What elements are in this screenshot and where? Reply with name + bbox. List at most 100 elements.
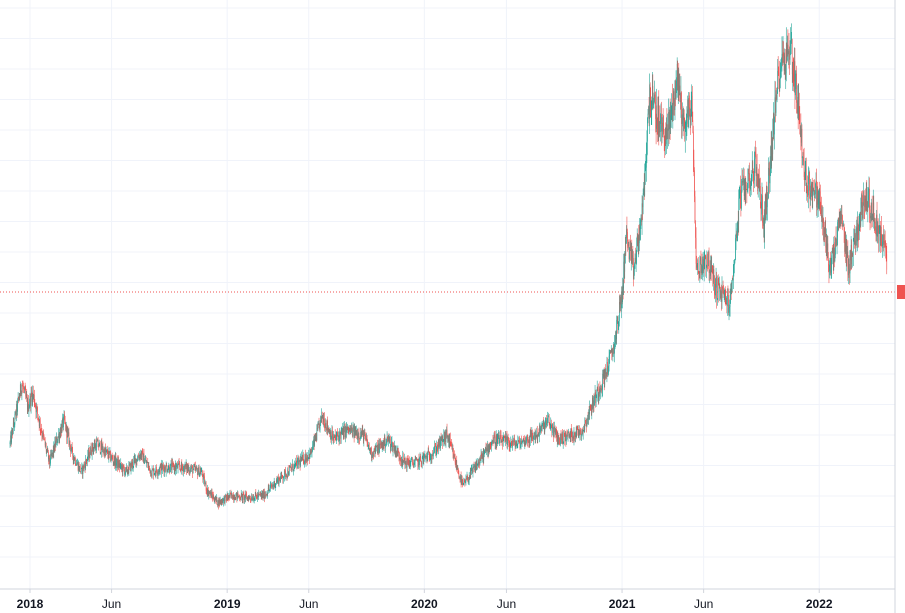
candle xyxy=(156,464,157,473)
candle xyxy=(834,247,836,263)
candle-body xyxy=(509,444,511,447)
candle xyxy=(581,429,583,437)
candle xyxy=(860,197,862,228)
candle-body xyxy=(465,482,466,484)
candle-body xyxy=(335,436,337,439)
candle xyxy=(785,64,787,90)
candle-body xyxy=(810,193,811,200)
candle xyxy=(371,454,373,463)
candle xyxy=(72,446,73,460)
candle xyxy=(810,181,812,197)
candle-body xyxy=(42,432,44,438)
candle xyxy=(161,462,163,471)
candle xyxy=(878,225,879,253)
candle-body xyxy=(650,102,651,112)
candle-body xyxy=(638,237,640,244)
candle xyxy=(660,113,661,142)
candle xyxy=(596,389,597,399)
candle-body xyxy=(473,466,475,468)
candle xyxy=(83,465,84,472)
candle xyxy=(623,253,624,295)
candle-body xyxy=(694,170,695,197)
candle xyxy=(811,182,812,201)
candle-body xyxy=(419,455,421,458)
candle-body xyxy=(696,263,697,268)
candle-body xyxy=(214,496,216,501)
candle xyxy=(265,491,266,499)
candle-body xyxy=(514,438,515,443)
candle-body xyxy=(666,123,668,140)
candle xyxy=(553,426,555,438)
candle-body xyxy=(683,113,684,121)
candle-body xyxy=(533,436,534,440)
candle-body xyxy=(848,258,849,276)
candle xyxy=(186,461,187,475)
candle xyxy=(355,425,357,436)
candle xyxy=(595,389,596,408)
candle-body xyxy=(181,462,183,468)
candle-body xyxy=(836,240,837,246)
candle-body xyxy=(361,434,362,437)
candle xyxy=(499,430,501,444)
candle xyxy=(683,108,684,132)
candle xyxy=(673,87,674,122)
candle xyxy=(166,462,167,467)
candle xyxy=(776,88,777,101)
candle xyxy=(587,414,588,425)
candle xyxy=(22,380,23,393)
candle xyxy=(137,454,139,461)
candle xyxy=(164,465,166,471)
candle xyxy=(407,455,409,466)
candle xyxy=(883,225,884,252)
candle-body xyxy=(663,126,664,132)
candle-body xyxy=(23,386,24,390)
candle-body xyxy=(636,236,638,250)
candle-body xyxy=(487,445,488,452)
candle xyxy=(627,228,628,252)
candle-body xyxy=(391,442,392,447)
candle-body xyxy=(392,445,394,451)
candle xyxy=(380,438,381,449)
candle xyxy=(231,491,232,499)
candle-body xyxy=(488,444,489,453)
candle-body xyxy=(254,492,256,498)
candle-body xyxy=(477,461,479,464)
candle xyxy=(287,465,289,478)
candle-body xyxy=(729,306,730,308)
candle-body xyxy=(74,457,76,461)
candle xyxy=(764,194,766,224)
candle xyxy=(195,461,196,473)
candle-body xyxy=(637,236,639,246)
candle-body xyxy=(143,453,145,464)
candle-body xyxy=(320,416,321,421)
candle xyxy=(494,431,496,450)
candle xyxy=(552,423,553,436)
candle-body xyxy=(204,476,205,485)
candle xyxy=(312,441,313,453)
candle xyxy=(516,443,518,449)
candle xyxy=(191,464,192,472)
candle xyxy=(864,195,866,211)
candle-body xyxy=(737,221,739,225)
candle-body xyxy=(332,439,334,441)
candle xyxy=(621,286,623,305)
candle-body xyxy=(446,429,447,433)
candle xyxy=(568,431,570,438)
candle xyxy=(717,275,718,306)
candle xyxy=(513,437,514,447)
candle-body xyxy=(248,496,250,501)
candle-body xyxy=(404,458,405,461)
candle xyxy=(469,475,471,480)
candle-body xyxy=(640,220,641,240)
candle xyxy=(342,422,344,435)
candle-body xyxy=(727,295,728,307)
candle xyxy=(400,456,402,467)
candle xyxy=(445,429,447,448)
candle-body xyxy=(372,452,374,455)
candle-body xyxy=(300,458,302,462)
candle-body xyxy=(385,445,386,448)
candle-body xyxy=(829,265,830,272)
candle-body xyxy=(179,467,181,469)
candle-body xyxy=(870,215,871,219)
candle xyxy=(459,475,460,480)
